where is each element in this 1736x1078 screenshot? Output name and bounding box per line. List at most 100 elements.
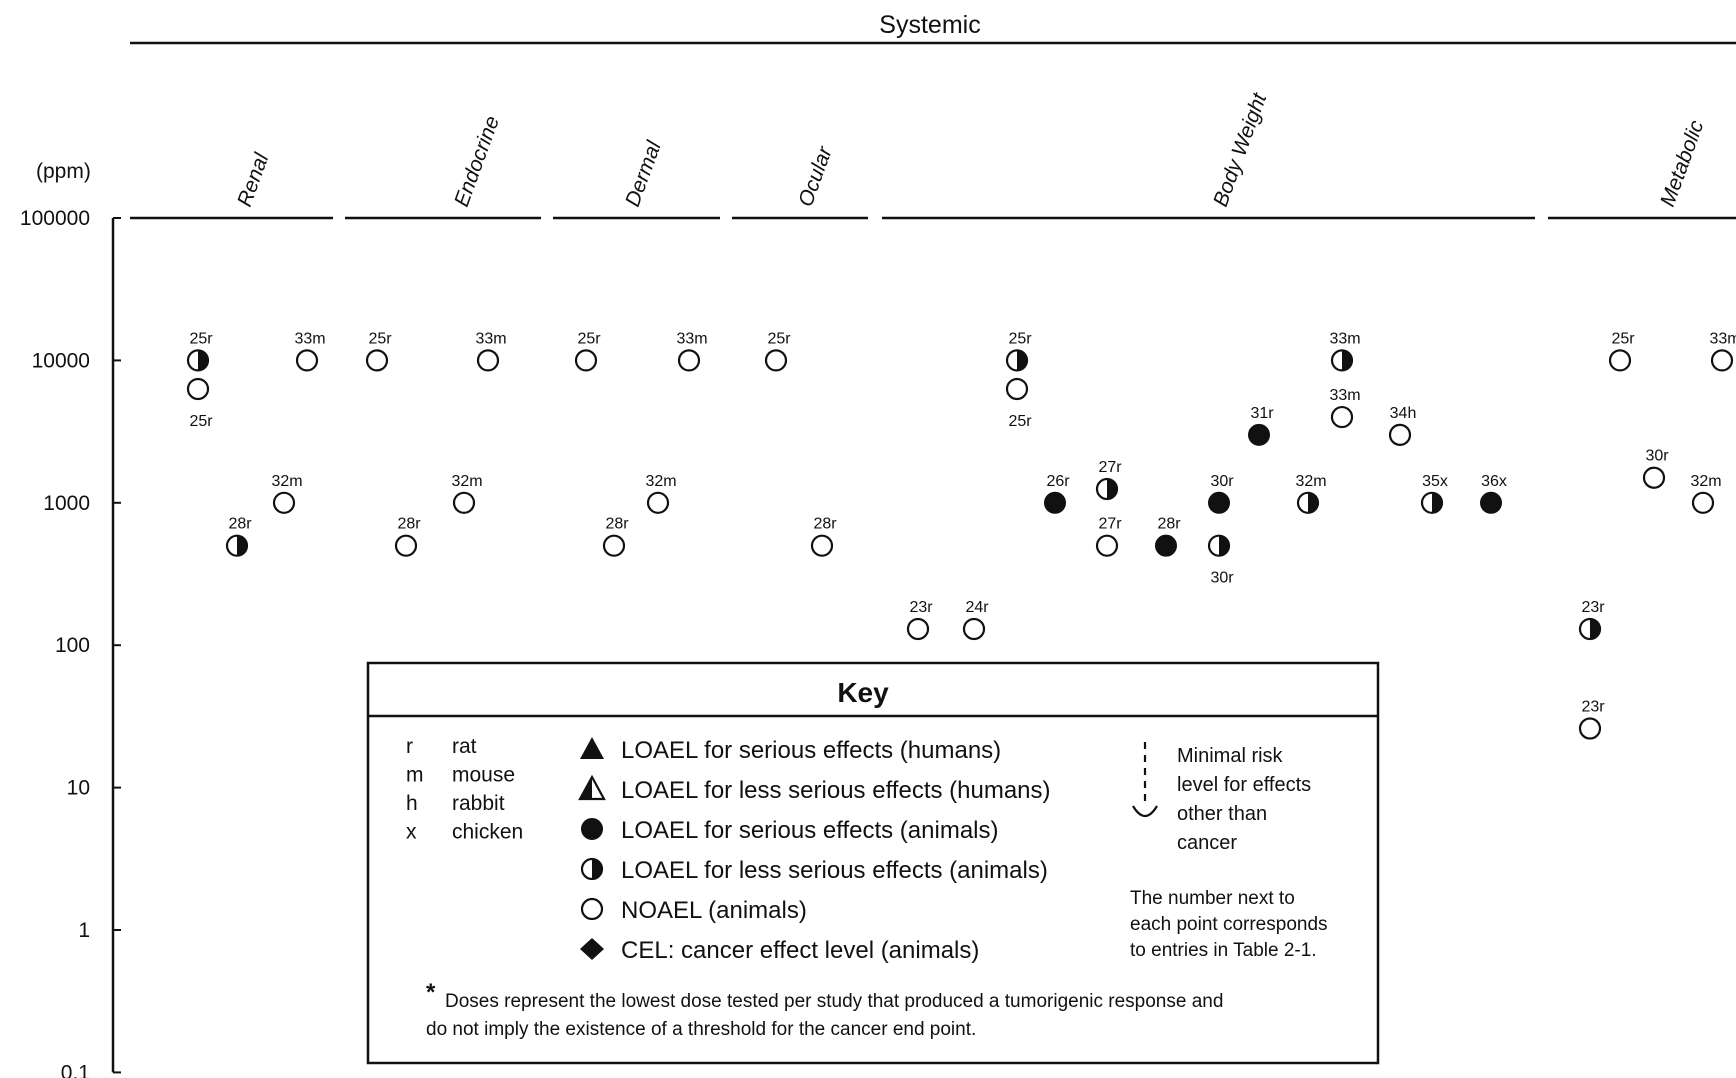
marker-open <box>394 534 418 557</box>
marker-half-fill <box>592 859 602 879</box>
data-point: 25r <box>1005 330 1032 372</box>
legend-species-name: rat <box>452 735 477 758</box>
marker-open <box>1608 349 1632 372</box>
data-point-label: 25r <box>368 330 392 347</box>
marker-filled <box>1044 491 1066 514</box>
data-point-label: 32m <box>271 473 302 490</box>
data-point-label: 27r <box>1098 459 1122 476</box>
legend-box <box>366 661 1380 1065</box>
legend-marker-label: CEL: cancer effect level (animals) <box>621 937 979 964</box>
data-point-label: 30r <box>1210 570 1234 587</box>
legend-marker-item: CEL: cancer effect level (animals) <box>580 937 979 964</box>
legend-footnote-line: Doses represent the lowest dose tested p… <box>445 991 1223 1012</box>
data-point: 28r <box>810 516 837 557</box>
data-point: 25r <box>574 330 601 372</box>
y-tick-label: 10000 <box>32 349 90 372</box>
legend-marker-item: LOAEL for less serious effects (animals) <box>580 857 1048 884</box>
marker-open <box>1388 423 1412 446</box>
data-point: 23r <box>906 599 933 641</box>
marker-half-fill <box>1107 479 1117 499</box>
marker-open <box>602 534 626 557</box>
data-point: 30r <box>1208 473 1234 514</box>
marker-half-fill <box>237 535 247 556</box>
marker-open <box>764 349 788 372</box>
marker-open <box>1095 534 1119 557</box>
data-point-label: 31r <box>1250 405 1274 422</box>
marker-half-fill <box>1219 535 1229 556</box>
legend-marker-label: NOAEL (animals) <box>621 897 807 924</box>
marker-triangle-filled <box>580 737 604 759</box>
legend-marker-label: LOAEL for serious effects (humans) <box>621 737 1001 764</box>
data-point: 28r <box>1155 516 1181 557</box>
data-point: 32m <box>1295 473 1327 514</box>
data-point: 25r <box>186 330 213 372</box>
data-point: 33m <box>1329 387 1361 429</box>
data-point-label: 33m <box>676 330 707 347</box>
data-point: 25r <box>1005 377 1032 430</box>
data-point-label: 26r <box>1046 473 1070 490</box>
legend-species-abbr: x <box>406 821 417 844</box>
data-point: 25r <box>365 330 392 372</box>
data-point: 33m <box>1709 330 1736 372</box>
data-points: 25r 25r 33m 32m 28r 25r 33m 32m 28r 25r 33m 32m 28r 2… <box>186 330 1736 740</box>
legend-mrl-text: level for effects <box>1177 774 1311 796</box>
data-point-label: 33m <box>1329 387 1360 404</box>
category-label: Metabolic <box>1656 117 1709 210</box>
data-point-label: 32m <box>1690 473 1721 490</box>
y-tick-label: 10 <box>67 777 90 800</box>
data-point: 27r <box>1095 459 1122 501</box>
data-point: 25r <box>186 377 213 430</box>
data-point: 33m <box>676 330 708 372</box>
legend-marker-label: LOAEL for less serious effects (animals) <box>621 857 1048 884</box>
legend-species-abbr: m <box>406 764 424 787</box>
legend-title: Key <box>837 677 889 708</box>
y-tick-label: 100 <box>55 634 90 657</box>
legend-mrl-text: other than <box>1177 803 1267 825</box>
marker-filled <box>1155 534 1177 557</box>
data-point-label: 30r <box>1645 448 1669 465</box>
data-point: 32m <box>271 473 303 514</box>
data-point: 33m <box>475 330 507 372</box>
data-point-label: 35x <box>1422 473 1448 490</box>
data-point: 23r <box>1578 699 1605 740</box>
marker-open <box>1330 405 1354 429</box>
legend-footnote-line: do not imply the existence of a threshol… <box>426 1019 976 1040</box>
legend-number-note: each point corresponds <box>1130 914 1328 935</box>
data-point-label: 28r <box>605 516 629 533</box>
y-tick-label: 1 <box>78 919 90 942</box>
y-tick-label: 0.1 <box>61 1061 90 1078</box>
legend-footnote-star: * <box>426 979 436 1006</box>
data-point: 32m <box>645 473 677 514</box>
legend-marker-item: LOAEL for serious effects (humans) <box>580 737 1001 764</box>
marker-open <box>962 617 986 641</box>
legend-marker-item: LOAEL for serious effects (animals) <box>581 817 998 844</box>
data-point-label: 25r <box>1611 330 1635 347</box>
category-label: Endocrine <box>450 113 504 210</box>
category-label: Body Weight <box>1209 89 1272 209</box>
data-point-label: 33m <box>475 330 506 347</box>
data-point-label: 32m <box>1295 473 1326 490</box>
legend-number-note: to entries in Table 2-1. <box>1130 940 1317 961</box>
data-point: 28r <box>602 516 629 557</box>
data-point-label: 24r <box>965 599 989 616</box>
data-point: 27r <box>1095 516 1122 557</box>
data-point: 30r <box>1207 534 1234 587</box>
marker-open <box>452 491 476 514</box>
legend-mrl-hook <box>1132 805 1158 818</box>
data-point-label: 30r <box>1210 473 1234 490</box>
marker-filled <box>581 818 603 840</box>
marker-open <box>1005 377 1029 401</box>
data-point-label: 32m <box>451 473 482 490</box>
legend-marker-label: LOAEL for less serious effects (humans) <box>621 777 1051 804</box>
marker-half-fill <box>1342 350 1352 371</box>
data-point-label: 25r <box>1008 413 1032 430</box>
data-point-label: 34h <box>1390 405 1417 422</box>
marker-open <box>295 349 319 372</box>
legend-species-abbr: r <box>406 735 413 758</box>
y-axis-unit: (ppm) <box>36 160 91 183</box>
legend-mrl-text: cancer <box>1177 832 1237 854</box>
data-point-label: 25r <box>1008 330 1032 347</box>
data-point: 26r <box>1044 473 1070 514</box>
legend-species-abbr: h <box>406 792 418 815</box>
marker-diamond <box>580 938 604 960</box>
